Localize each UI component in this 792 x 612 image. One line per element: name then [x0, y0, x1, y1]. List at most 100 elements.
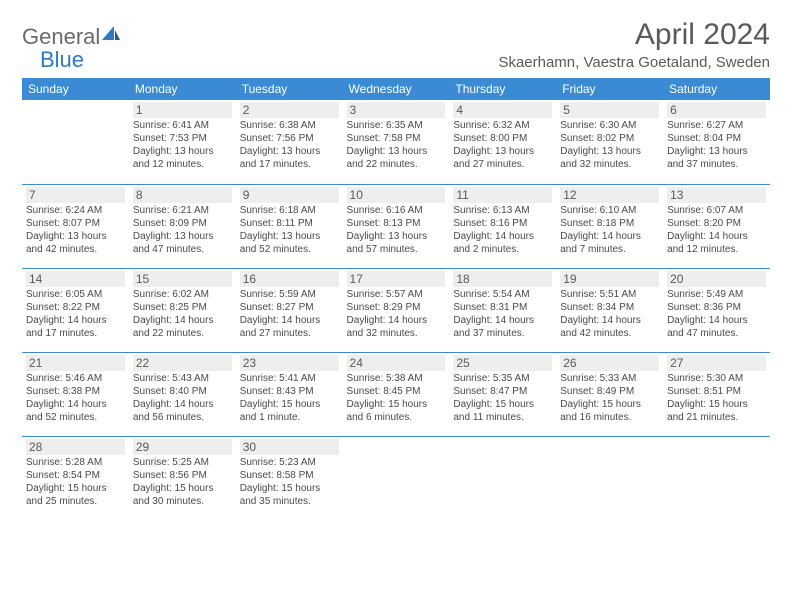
sunset-text: Sunset: 8:58 PM	[240, 469, 339, 482]
sunset-text: Sunset: 7:53 PM	[133, 132, 232, 145]
daylight-text: Daylight: 15 hours	[667, 398, 766, 411]
sunset-text: Sunset: 8:43 PM	[240, 385, 339, 398]
daylight-text: and 32 minutes.	[560, 158, 659, 171]
day-info: Sunrise: 5:38 AMSunset: 8:45 PMDaylight:…	[347, 372, 446, 424]
sunrise-text: Sunrise: 6:18 AM	[240, 204, 339, 217]
day-info: Sunrise: 5:25 AMSunset: 8:56 PMDaylight:…	[133, 456, 232, 508]
calendar-cell: 17Sunrise: 5:57 AMSunset: 8:29 PMDayligh…	[343, 268, 450, 352]
daylight-text: and 42 minutes.	[560, 327, 659, 340]
sunrise-text: Sunrise: 5:25 AM	[133, 456, 232, 469]
sunrise-text: Sunrise: 6:16 AM	[347, 204, 446, 217]
calendar-cell: 2Sunrise: 6:38 AMSunset: 7:56 PMDaylight…	[236, 100, 343, 184]
daylight-text: Daylight: 14 hours	[347, 314, 446, 327]
sunset-text: Sunset: 8:16 PM	[453, 217, 552, 230]
sunrise-text: Sunrise: 5:59 AM	[240, 288, 339, 301]
day-info: Sunrise: 6:41 AMSunset: 7:53 PMDaylight:…	[133, 119, 232, 171]
day-info: Sunrise: 5:59 AMSunset: 8:27 PMDaylight:…	[240, 288, 339, 340]
sunset-text: Sunset: 8:02 PM	[560, 132, 659, 145]
day-info: Sunrise: 6:38 AMSunset: 7:56 PMDaylight:…	[240, 119, 339, 171]
sunrise-text: Sunrise: 5:49 AM	[667, 288, 766, 301]
calendar-cell: 12Sunrise: 6:10 AMSunset: 8:18 PMDayligh…	[556, 184, 663, 268]
calendar-cell: 26Sunrise: 5:33 AMSunset: 8:49 PMDayligh…	[556, 352, 663, 436]
daylight-text: and 22 minutes.	[133, 327, 232, 340]
day-number: 23	[240, 355, 339, 371]
sunrise-text: Sunrise: 6:30 AM	[560, 119, 659, 132]
day-info: Sunrise: 5:41 AMSunset: 8:43 PMDaylight:…	[240, 372, 339, 424]
daylight-text: and 17 minutes.	[240, 158, 339, 171]
daylight-text: and 7 minutes.	[560, 243, 659, 256]
day-number: 20	[667, 271, 766, 287]
daylight-text: and 6 minutes.	[347, 411, 446, 424]
sunrise-text: Sunrise: 5:23 AM	[240, 456, 339, 469]
daylight-text: Daylight: 13 hours	[240, 145, 339, 158]
sunset-text: Sunset: 8:13 PM	[347, 217, 446, 230]
sunrise-text: Sunrise: 5:38 AM	[347, 372, 446, 385]
calendar-cell: 21Sunrise: 5:46 AMSunset: 8:38 PMDayligh…	[22, 352, 129, 436]
day-number: 26	[560, 355, 659, 371]
daylight-text: Daylight: 15 hours	[133, 482, 232, 495]
day-number: 15	[133, 271, 232, 287]
day-info: Sunrise: 6:16 AMSunset: 8:13 PMDaylight:…	[347, 204, 446, 256]
logo-sail-icon	[102, 26, 120, 47]
calendar-page: General Blue April 2024 Skaerhamn, Vaest…	[0, 0, 792, 530]
daylight-text: Daylight: 14 hours	[240, 314, 339, 327]
day-number: 19	[560, 271, 659, 287]
daylight-text: and 11 minutes.	[453, 411, 552, 424]
calendar-cell: 3Sunrise: 6:35 AMSunset: 7:58 PMDaylight…	[343, 100, 450, 184]
sunset-text: Sunset: 8:47 PM	[453, 385, 552, 398]
weekday-header: Thursday	[449, 78, 556, 100]
day-info: Sunrise: 6:21 AMSunset: 8:09 PMDaylight:…	[133, 204, 232, 256]
daylight-text: and 42 minutes.	[26, 243, 125, 256]
daylight-text: and 27 minutes.	[453, 158, 552, 171]
calendar-cell: 30Sunrise: 5:23 AMSunset: 8:58 PMDayligh…	[236, 436, 343, 520]
day-number: 30	[240, 439, 339, 455]
sunset-text: Sunset: 8:09 PM	[133, 217, 232, 230]
weekday-header-row: Sunday Monday Tuesday Wednesday Thursday…	[22, 78, 770, 100]
daylight-text: and 2 minutes.	[453, 243, 552, 256]
daylight-text: and 52 minutes.	[26, 411, 125, 424]
daylight-text: and 30 minutes.	[133, 495, 232, 508]
calendar-cell	[663, 436, 770, 520]
day-info: Sunrise: 6:02 AMSunset: 8:25 PMDaylight:…	[133, 288, 232, 340]
weekday-header: Wednesday	[343, 78, 450, 100]
day-number: 7	[26, 187, 125, 203]
day-info: Sunrise: 6:30 AMSunset: 8:02 PMDaylight:…	[560, 119, 659, 171]
daylight-text: and 47 minutes.	[133, 243, 232, 256]
calendar-cell: 5Sunrise: 6:30 AMSunset: 8:02 PMDaylight…	[556, 100, 663, 184]
day-info: Sunrise: 6:13 AMSunset: 8:16 PMDaylight:…	[453, 204, 552, 256]
day-number: 29	[133, 439, 232, 455]
daylight-text: Daylight: 13 hours	[453, 145, 552, 158]
sunset-text: Sunset: 8:11 PM	[240, 217, 339, 230]
calendar-row: 14Sunrise: 6:05 AMSunset: 8:22 PMDayligh…	[22, 268, 770, 352]
daylight-text: and 21 minutes.	[667, 411, 766, 424]
weekday-header: Monday	[129, 78, 236, 100]
calendar-cell: 6Sunrise: 6:27 AMSunset: 8:04 PMDaylight…	[663, 100, 770, 184]
day-info: Sunrise: 6:18 AMSunset: 8:11 PMDaylight:…	[240, 204, 339, 256]
weekday-header: Tuesday	[236, 78, 343, 100]
calendar-cell	[556, 436, 663, 520]
calendar-row: 21Sunrise: 5:46 AMSunset: 8:38 PMDayligh…	[22, 352, 770, 436]
day-number: 3	[347, 102, 446, 118]
sunset-text: Sunset: 8:36 PM	[667, 301, 766, 314]
location: Skaerhamn, Vaestra Goetaland, Sweden	[498, 54, 770, 71]
weekday-header: Saturday	[663, 78, 770, 100]
sunrise-text: Sunrise: 5:43 AM	[133, 372, 232, 385]
day-info: Sunrise: 5:57 AMSunset: 8:29 PMDaylight:…	[347, 288, 446, 340]
sunset-text: Sunset: 7:58 PM	[347, 132, 446, 145]
daylight-text: and 32 minutes.	[347, 327, 446, 340]
sunrise-text: Sunrise: 6:35 AM	[347, 119, 446, 132]
day-info: Sunrise: 6:07 AMSunset: 8:20 PMDaylight:…	[667, 204, 766, 256]
day-number: 1	[133, 102, 232, 118]
sunrise-text: Sunrise: 5:35 AM	[453, 372, 552, 385]
daylight-text: Daylight: 13 hours	[347, 145, 446, 158]
sunset-text: Sunset: 8:27 PM	[240, 301, 339, 314]
day-info: Sunrise: 5:28 AMSunset: 8:54 PMDaylight:…	[26, 456, 125, 508]
calendar-cell: 14Sunrise: 6:05 AMSunset: 8:22 PMDayligh…	[22, 268, 129, 352]
day-info: Sunrise: 6:35 AMSunset: 7:58 PMDaylight:…	[347, 119, 446, 171]
day-number: 12	[560, 187, 659, 203]
day-number: 21	[26, 355, 125, 371]
calendar-cell: 23Sunrise: 5:41 AMSunset: 8:43 PMDayligh…	[236, 352, 343, 436]
day-number: 8	[133, 187, 232, 203]
calendar-grid: Sunday Monday Tuesday Wednesday Thursday…	[22, 78, 770, 520]
calendar-cell	[343, 436, 450, 520]
